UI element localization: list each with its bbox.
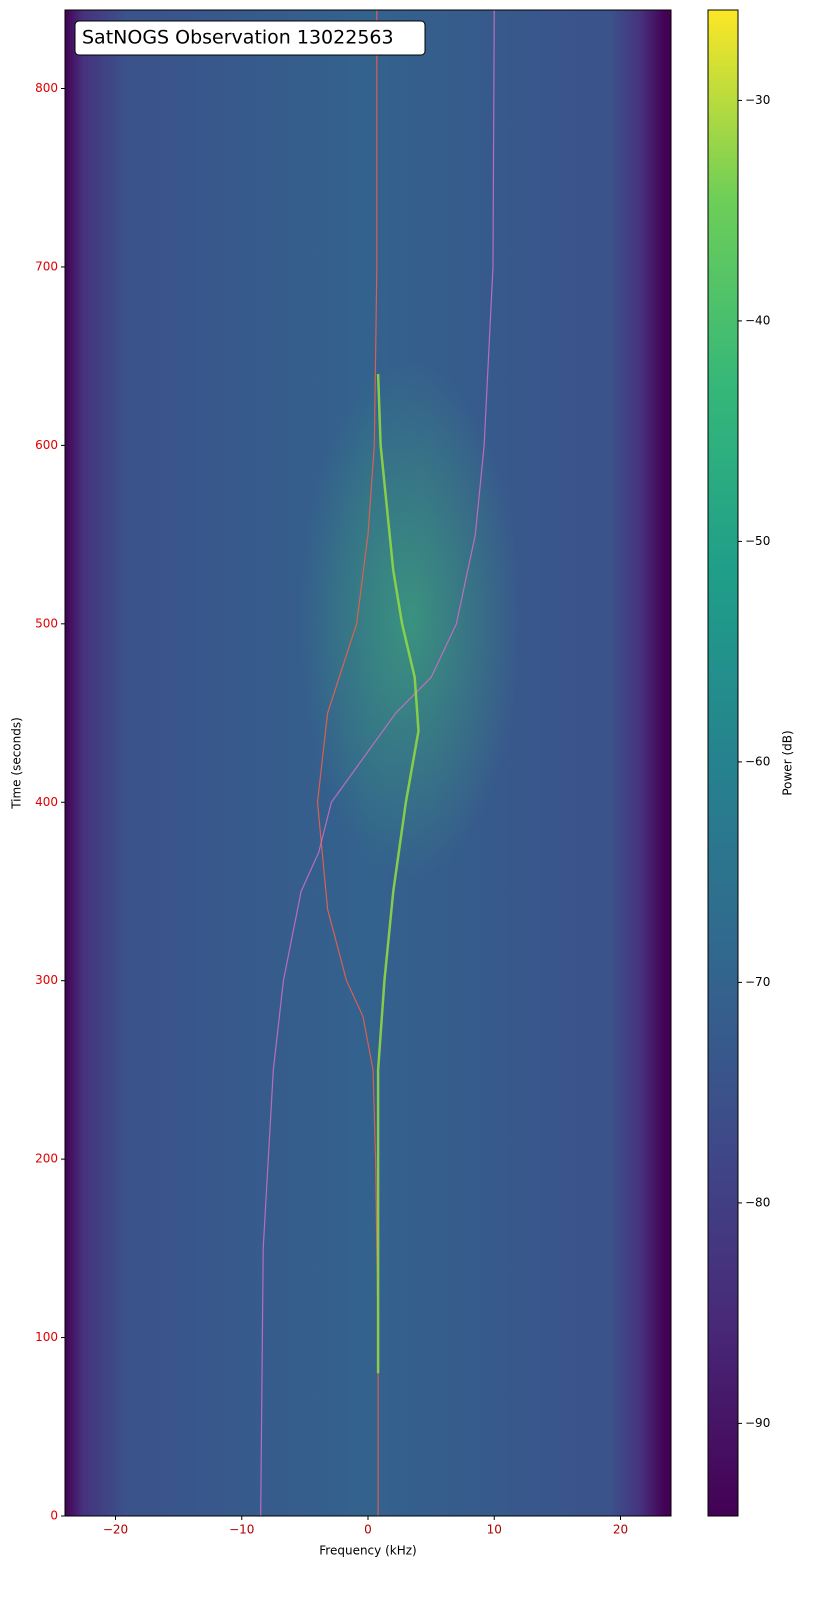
x-axis-label: Frequency (kHz) <box>319 1544 416 1558</box>
colorbar-tick-label: −50 <box>745 534 770 548</box>
y-tick-label: 600 <box>35 438 58 452</box>
colorbar-tick-label: −70 <box>745 975 770 989</box>
colorbar-tick-label: −90 <box>745 1416 770 1430</box>
colorbar-tick-label: −40 <box>745 313 770 327</box>
colorbar <box>707 9 739 1517</box>
y-tick-label: 500 <box>35 616 58 630</box>
colorbar-tick-label: −80 <box>745 1195 770 1209</box>
x-tick-label: 20 <box>613 1523 628 1537</box>
y-tick-label: 0 <box>50 1509 58 1523</box>
signal-glow <box>300 360 520 880</box>
trace-line <box>316 10 379 1516</box>
y-tick-label: 400 <box>35 795 58 809</box>
x-tick-label: 0 <box>364 1523 372 1537</box>
colorbar-tick-label: −60 <box>745 754 770 768</box>
y-tick-label: 200 <box>35 1152 58 1166</box>
x-tick-label: −20 <box>103 1523 128 1537</box>
x-tick-label: 10 <box>487 1523 502 1537</box>
y-axis-label: Time (seconds) <box>10 717 24 810</box>
y-tick-label: 100 <box>35 1330 58 1344</box>
x-tick-label: −10 <box>229 1523 254 1537</box>
y-tick-label: 800 <box>35 81 58 95</box>
colorbar-tick-label: −30 <box>745 93 770 107</box>
y-tick-label: 300 <box>35 973 58 987</box>
chart-title: SatNOGS Observation 13022563 <box>82 27 394 49</box>
colorbar-label: Power (dB) <box>781 730 795 795</box>
title-box <box>74 20 426 56</box>
trace-line <box>260 9 495 1517</box>
trace-line <box>376 373 420 1374</box>
y-tick-label: 700 <box>35 259 58 273</box>
